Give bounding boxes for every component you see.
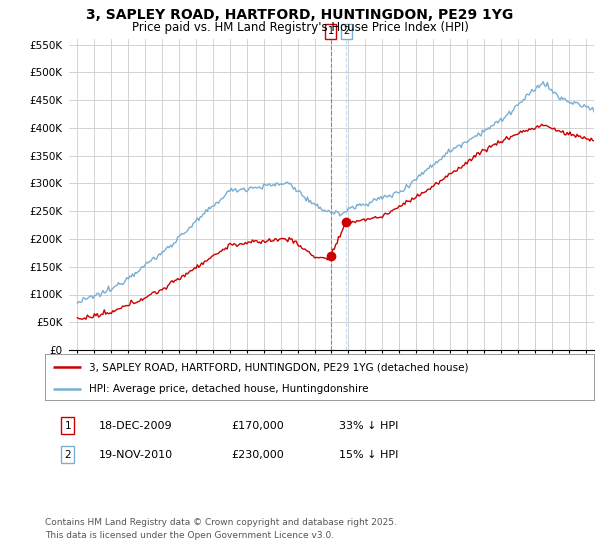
Text: Contains HM Land Registry data © Crown copyright and database right 2025.
This d: Contains HM Land Registry data © Crown c…: [45, 518, 397, 539]
Text: 3, SAPLEY ROAD, HARTFORD, HUNTINGDON, PE29 1YG: 3, SAPLEY ROAD, HARTFORD, HUNTINGDON, PE…: [86, 8, 514, 22]
Text: 33% ↓ HPI: 33% ↓ HPI: [339, 421, 398, 431]
Text: 1: 1: [64, 421, 71, 431]
Text: 18-DEC-2009: 18-DEC-2009: [99, 421, 173, 431]
Text: HPI: Average price, detached house, Huntingdonshire: HPI: Average price, detached house, Hunt…: [89, 384, 368, 394]
Text: 2: 2: [64, 450, 71, 460]
Text: Price paid vs. HM Land Registry's House Price Index (HPI): Price paid vs. HM Land Registry's House …: [131, 21, 469, 34]
Text: 1: 1: [328, 26, 334, 36]
Text: 19-NOV-2010: 19-NOV-2010: [99, 450, 173, 460]
Text: £170,000: £170,000: [231, 421, 284, 431]
Text: 3, SAPLEY ROAD, HARTFORD, HUNTINGDON, PE29 1YG (detached house): 3, SAPLEY ROAD, HARTFORD, HUNTINGDON, PE…: [89, 362, 469, 372]
Text: £230,000: £230,000: [231, 450, 284, 460]
Text: 2: 2: [343, 26, 350, 36]
Text: 15% ↓ HPI: 15% ↓ HPI: [339, 450, 398, 460]
